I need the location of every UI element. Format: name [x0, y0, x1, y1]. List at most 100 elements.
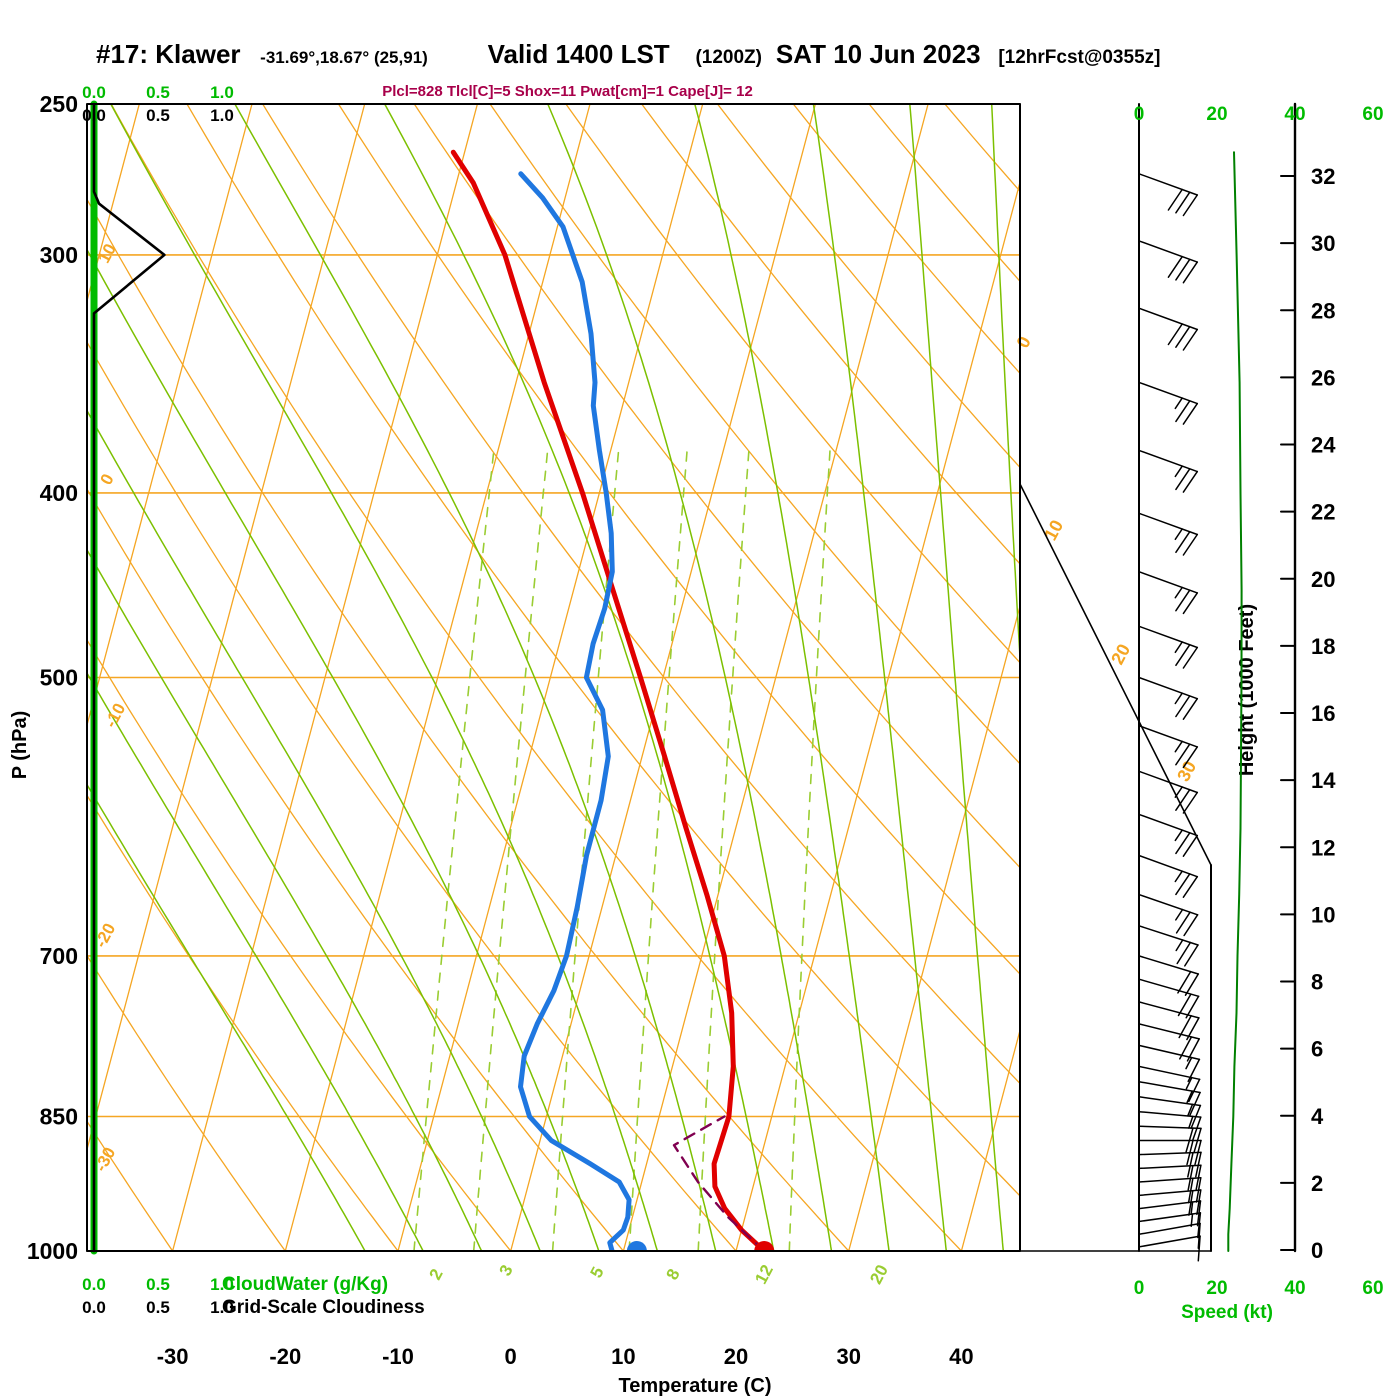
- barb-half: [1174, 692, 1183, 705]
- barb-shaft: [1138, 1164, 1202, 1170]
- mixing-ratio-label: 2: [426, 1266, 447, 1283]
- height-tick-label: 30: [1311, 231, 1335, 256]
- curve-parcel: [672, 1115, 766, 1251]
- barb-shaft: [1138, 1023, 1200, 1040]
- barb-shaft: [1138, 570, 1199, 594]
- cloud-scales: 0.00.00.50.51.01.00.00.00.50.51.01.0Clou…: [82, 83, 425, 1318]
- barb-full: [1177, 970, 1192, 994]
- barb-half: [1187, 1103, 1194, 1117]
- barb-full: [1186, 1139, 1194, 1166]
- speed-tick-top: 40: [1284, 104, 1305, 125]
- barb-half: [1185, 1056, 1193, 1070]
- wind-barb: [1138, 854, 1199, 898]
- saturated-adiabat: [215, 104, 737, 1251]
- temperature-marker: [754, 1241, 775, 1251]
- pressure-tick-label: 700: [40, 943, 78, 969]
- barb-shaft: [1138, 625, 1199, 649]
- pressure-axis: 250 300 400 500 700 850 1000 P (hPa): [9, 91, 78, 1264]
- barb-full: [1187, 1177, 1194, 1204]
- wind-barb: [1138, 1044, 1201, 1083]
- dry-adiabat: [641, 104, 1020, 565]
- isotherm: [960, 1027, 1020, 1251]
- barb-shaft: [1138, 512, 1199, 536]
- saturated-adiabat: [685, 104, 906, 1251]
- dry-adiabat: [87, 340, 737, 1251]
- cloudwater-tick-bottom: 0.0: [82, 1275, 106, 1294]
- mixing-ratio-label: 20: [866, 1262, 892, 1288]
- wind-barb: [1138, 1065, 1201, 1103]
- temperature-tick-label: -10: [382, 1344, 414, 1369]
- mixing-ratio-line: [697, 449, 750, 1251]
- barb-shaft: [1138, 1096, 1202, 1107]
- barb-full: [1175, 531, 1191, 554]
- height-tick-label: 12: [1311, 835, 1335, 860]
- temperature-tick-label: 0: [505, 1344, 517, 1369]
- barb-full: [1194, 1139, 1202, 1166]
- mixing-ratio-label: 8: [663, 1266, 684, 1283]
- barb-full: [1179, 1036, 1193, 1060]
- wind-barb: [1138, 813, 1199, 857]
- barb-shaft: [1138, 381, 1199, 405]
- barb-full: [1193, 1127, 1202, 1153]
- cloudiness-tick-top: 0.0: [82, 106, 106, 125]
- saturated-adiabat: [87, 783, 399, 1251]
- height-tick-label: 16: [1311, 701, 1335, 726]
- height-tick-label: 6: [1311, 1037, 1323, 1062]
- isotherm: [0, 104, 27, 1251]
- barb-full: [1182, 328, 1199, 351]
- wind-barb: [1138, 173, 1199, 217]
- barb-full: [1195, 1164, 1202, 1191]
- barb-full: [1182, 834, 1199, 857]
- dry-adiabat: [87, 954, 286, 1251]
- barb-full: [1175, 743, 1191, 766]
- wind-barb: [1138, 925, 1199, 967]
- saturated-adiabat: [87, 671, 456, 1251]
- saturated-adiabat: [989, 104, 1020, 671]
- barb-shaft: [1138, 449, 1199, 473]
- height-tick-label: 18: [1311, 634, 1335, 659]
- barb-full: [1184, 973, 1200, 996]
- barb-shaft: [1138, 813, 1199, 837]
- wind-barb: [1138, 724, 1199, 769]
- saturated-adiabat: [87, 409, 568, 1251]
- height-tick-label: 28: [1311, 298, 1335, 323]
- barb-full: [1176, 941, 1192, 965]
- stats-line: Plcl=828 Tlcl[C]=5 Shox=11 Pwat[cm]=1 Ca…: [382, 83, 753, 100]
- barb-shaft: [1138, 1044, 1201, 1061]
- saturated-adiabat: [807, 104, 963, 1251]
- wind-barb: [1138, 625, 1199, 669]
- mixing-ratio-line: [788, 449, 831, 1251]
- barb-shaft: [1138, 1222, 1201, 1236]
- cloudiness-tick-top: 0.5: [146, 106, 170, 125]
- dry-adiabat: [87, 487, 625, 1251]
- height-tick-label: 8: [1311, 970, 1323, 995]
- dry-adiabat: [87, 198, 850, 1251]
- barb-full: [1182, 194, 1199, 217]
- curve-temperature: [450, 149, 767, 1251]
- cloudwater-tick-bottom: 0.5: [146, 1275, 170, 1294]
- speed-tick-bottom: 20: [1206, 1278, 1227, 1299]
- wind-barb: [1138, 381, 1199, 425]
- barb-full: [1182, 470, 1199, 493]
- barb-shaft: [1138, 854, 1199, 878]
- barb-shaft: [1138, 1001, 1200, 1019]
- pressure-tick-label: 1000: [27, 1238, 78, 1264]
- pressure-tick-label: 400: [40, 480, 78, 506]
- barb-full: [1167, 255, 1183, 278]
- temperature-tick-label: -20: [269, 1344, 301, 1369]
- wind-barb: [1138, 1001, 1200, 1041]
- temperature-tick-label: 20: [724, 1344, 748, 1369]
- pressure-tick-label: 850: [40, 1104, 78, 1130]
- speed-tick-bottom: 0: [1134, 1278, 1145, 1299]
- wind-barb: [1138, 1096, 1202, 1130]
- curve-dewpoint: [518, 171, 632, 1251]
- barb-shaft: [1138, 925, 1199, 946]
- barb-shaft: [1138, 1235, 1201, 1248]
- mixing-ratio-lines: [413, 449, 831, 1251]
- wind-barb: [1138, 955, 1200, 996]
- cloudiness-tick-bottom: 0.0: [82, 1298, 106, 1317]
- barb-full: [1182, 646, 1199, 669]
- dry-adiabat: [716, 104, 1020, 469]
